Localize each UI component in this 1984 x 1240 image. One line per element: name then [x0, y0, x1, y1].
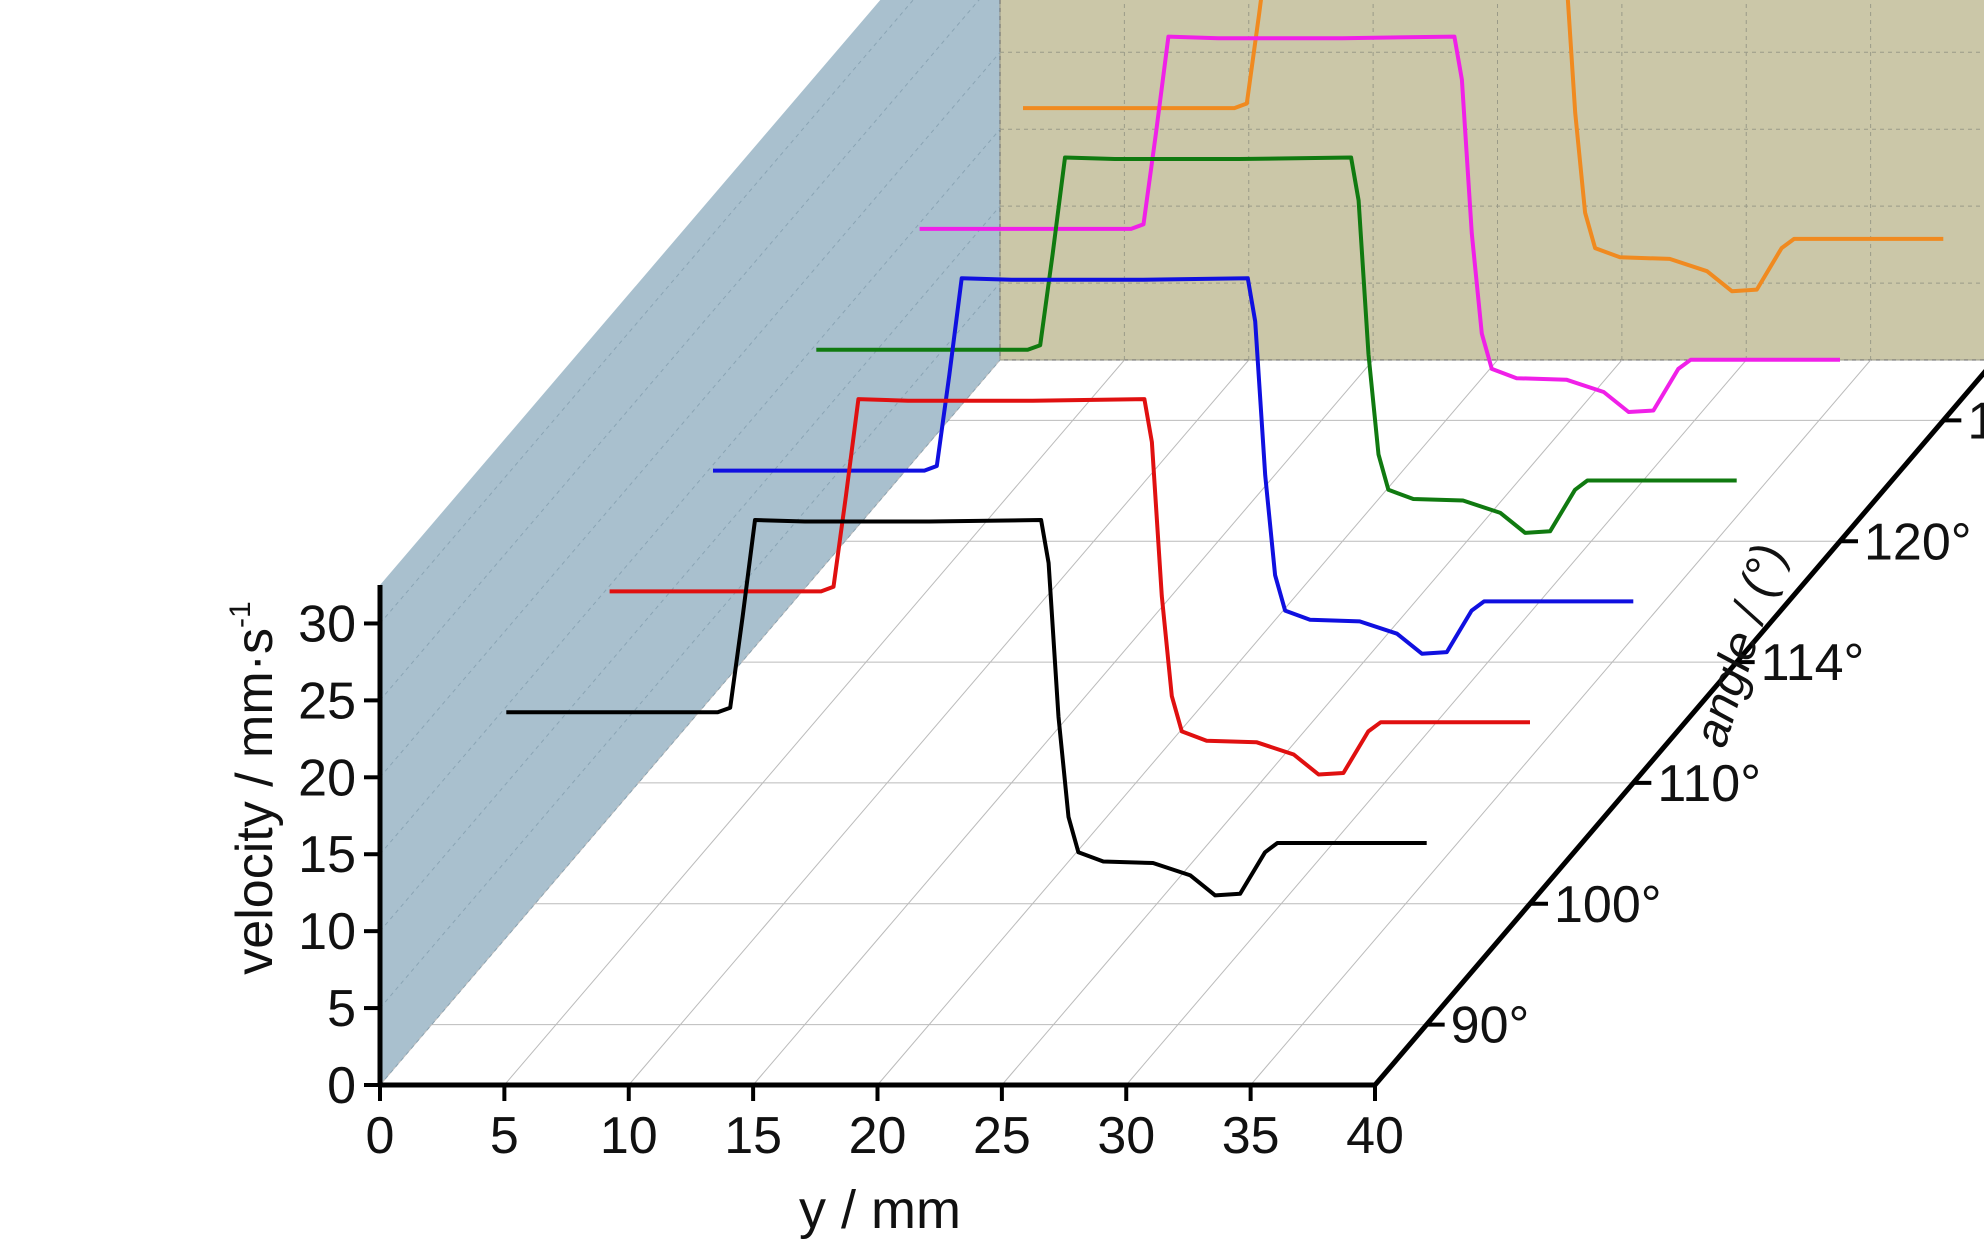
z-tick-label: 110° [1657, 755, 1761, 813]
chart-walls [380, 0, 1984, 1085]
y-axis-label-text: velocity / mm·s [226, 628, 284, 975]
y-tick-label: 0 [327, 1057, 356, 1115]
y-axis-label: velocity / mm·s-1 [224, 601, 284, 974]
side-grid-line [379, 0, 914, 624]
x-tick-label: 0 [366, 1107, 395, 1165]
z-tick-label: 130° [1967, 392, 1984, 450]
z-tick-label: 120° [1864, 513, 1972, 571]
chart-grid [379, 0, 1984, 1086]
z-tick-label: 100° [1554, 876, 1662, 934]
y-tick-label: 5 [327, 980, 356, 1038]
side-grid-line [379, 128, 1001, 855]
x-tick-label: 20 [849, 1107, 907, 1165]
floor-grid-line [503, 359, 1125, 1086]
x-tick-label: 35 [1222, 1107, 1280, 1165]
chart-series [506, 0, 1944, 898]
side-grid-line [379, 0, 980, 701]
series-line-6 [1023, 0, 1944, 294]
floor-grid-line [628, 359, 1250, 1086]
x-axis-label: y / mm [799, 1180, 961, 1240]
x-tick-label: 40 [1346, 1107, 1404, 1165]
depth-axis-line [1373, 369, 1984, 1087]
floor-grid-line [752, 359, 1374, 1086]
floor-grid-line [1001, 359, 1623, 1086]
series-line-5 [919, 34, 1840, 414]
side-grid-line [379, 205, 1001, 932]
y-tick-label: 15 [298, 826, 356, 884]
side-grid-line [379, 359, 1001, 1086]
y-tick-label: 30 [298, 595, 356, 653]
x-tick-label: 5 [490, 1107, 519, 1165]
x-tick-label: 15 [724, 1107, 782, 1165]
back-wall [999, 0, 1984, 361]
y-tick-label: 20 [298, 749, 356, 807]
chart-tick-labels: 0 5 10 15 20 25 30 35 40 0 5 10 15 20 25 30 90° 100° 110° 1… [298, 392, 1984, 1165]
x-tick-label: 25 [973, 1107, 1031, 1165]
series-line-1 [506, 518, 1427, 898]
y-tick-label: 25 [298, 672, 356, 730]
y-tick-label: 10 [298, 903, 356, 961]
x-tick-label: 30 [1097, 1107, 1155, 1165]
side-wall [380, 0, 1000, 1085]
side-grid-line [379, 51, 1001, 778]
y-axis-label-superscript: -1 [224, 601, 257, 628]
series-line-2 [609, 397, 1530, 777]
x-tick-label: 10 [600, 1107, 658, 1165]
chart-axes [364, 369, 1984, 1101]
series-line-3 [713, 276, 1634, 656]
series-line-4 [816, 155, 1737, 535]
z-tick-label: 90° [1451, 997, 1530, 1055]
side-grid-line [379, 282, 1001, 1009]
floor-grid-line [877, 359, 1498, 1086]
z-tick-label: 114° [1761, 634, 1865, 692]
floor-grid-line [1250, 359, 1872, 1086]
